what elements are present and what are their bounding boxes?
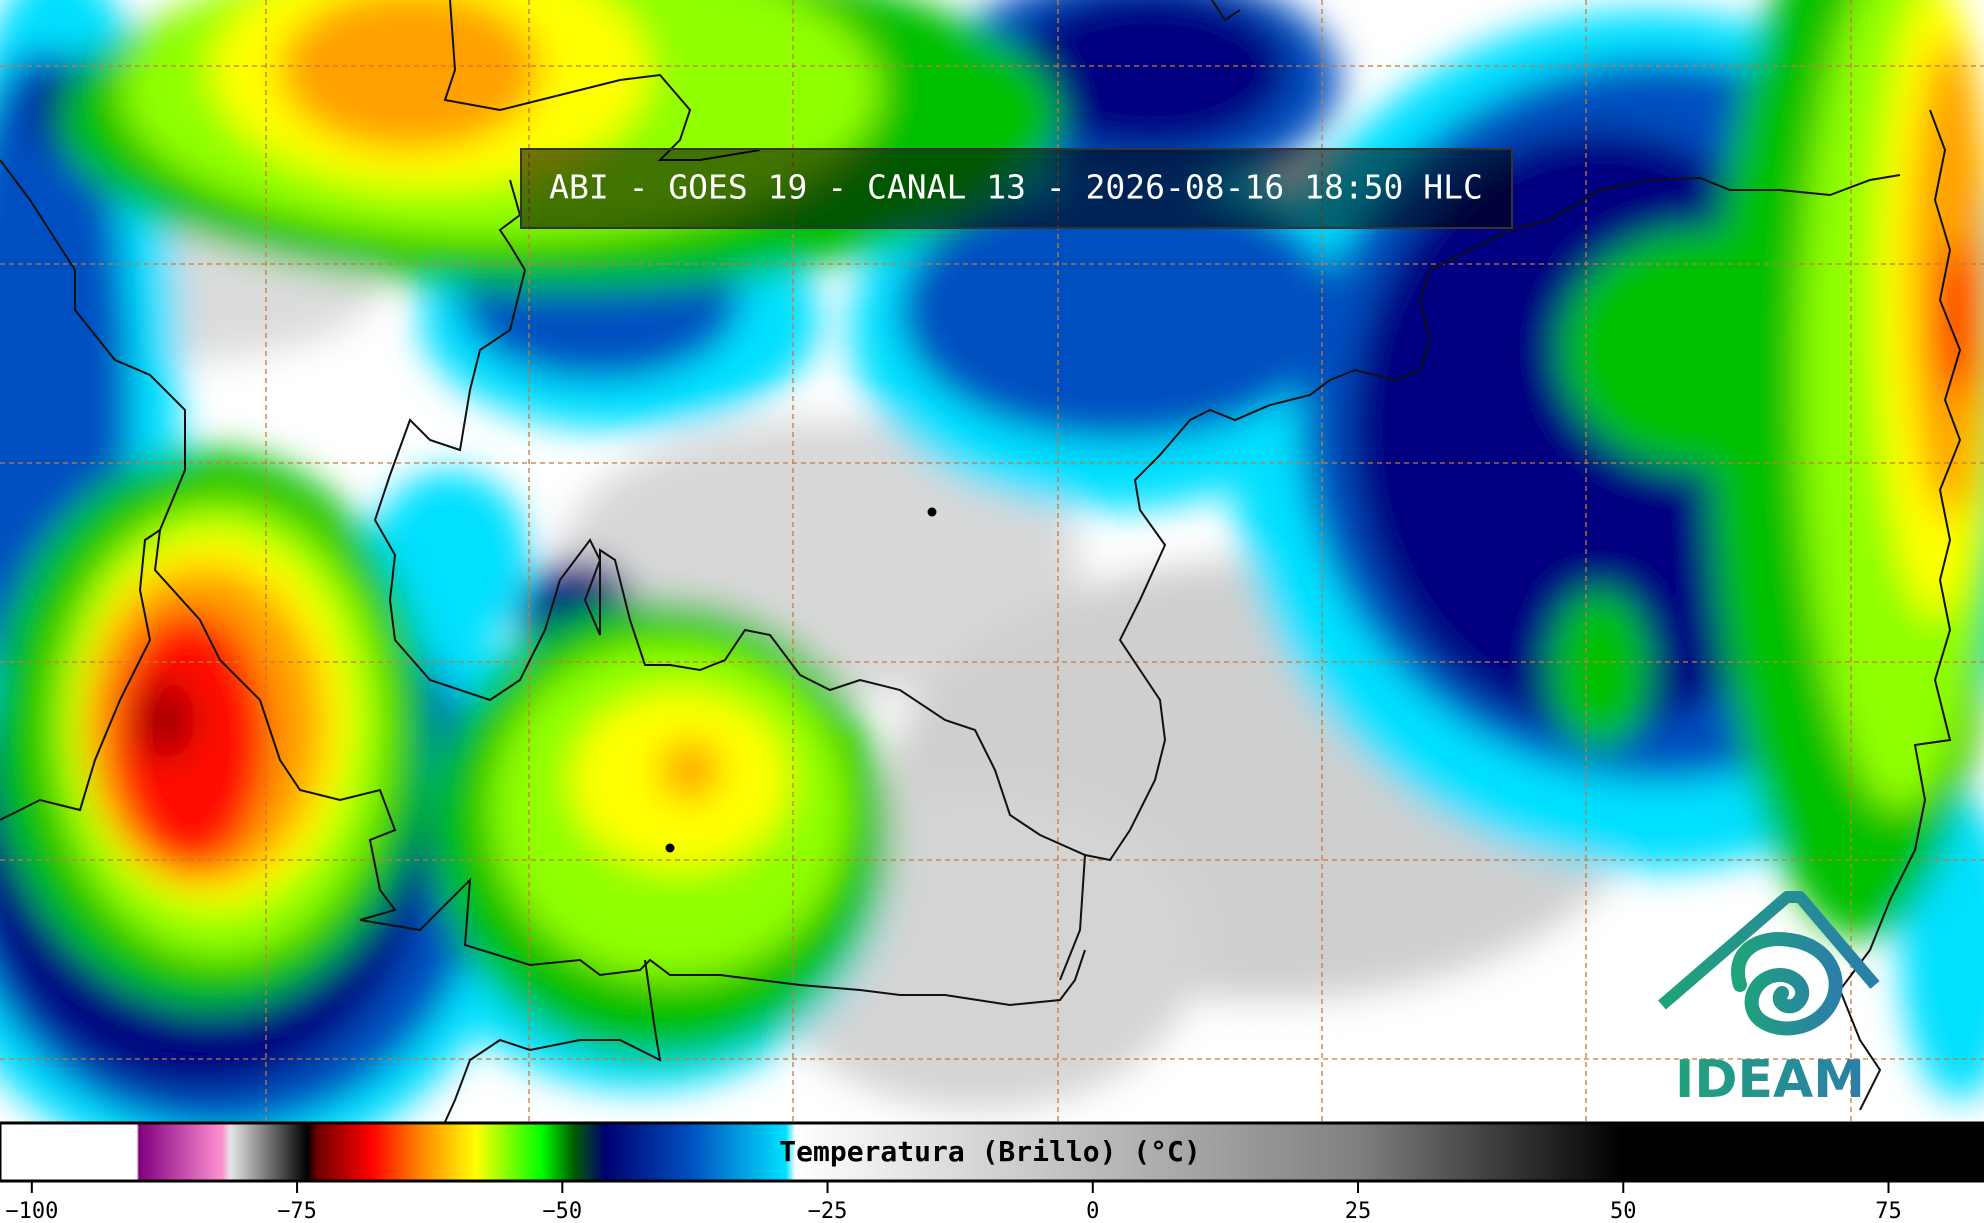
city-marker: [927, 507, 937, 517]
grid-lines: [0, 0, 1984, 1122]
colorbar-tick-label: 50: [1610, 1199, 1637, 1223]
logo-swirl: [1731, 932, 1843, 1036]
colorbar-tick-label: 75: [1875, 1199, 1902, 1223]
cloud-blob: [280, 0, 540, 150]
title: ABI - GOES 19 - CANAL 13 - 2026-08-16 18…: [549, 168, 1483, 207]
cloud-field: [0, 0, 1984, 1122]
border: [0, 159, 1086, 1007]
colorbar-tick-label: −100: [5, 1199, 58, 1223]
border: [373, 174, 1901, 862]
colorbar-tick-label: −50: [542, 1199, 582, 1223]
title-box: ABI - GOES 19 - CANAL 13 - 2026-08-16 18…: [520, 148, 1513, 229]
border: [498, 179, 526, 271]
borders: [0, 0, 1962, 1122]
cloud-blob: [660, 740, 720, 800]
cloud-blob: [1560, 230, 1840, 470]
logo-text: IDEAM: [1675, 1050, 1865, 1110]
logo: IDEAM: [1658, 891, 1880, 1110]
city-marker: [665, 843, 675, 853]
colorbar-tick-label: −75: [277, 1199, 317, 1223]
colorbar-label: Temperatura (Brillo) (°C): [779, 1135, 1200, 1168]
border: [1211, 0, 1241, 22]
cloud-blob: [1010, 0, 1290, 150]
colorbar-gradient: [0, 1121, 1984, 1183]
satellite-map: [0, 0, 1984, 1122]
colorbar-tick-label: 25: [1345, 1199, 1372, 1223]
border: [0, 529, 161, 821]
border: [444, 959, 662, 1122]
cloud-blob: [370, 470, 530, 650]
title-background: [520, 148, 1513, 229]
logo-roof: [1658, 891, 1880, 1010]
cloud-blob: [900, 180, 1340, 440]
border: [1059, 854, 1086, 981]
colorbar-tick-label: −25: [808, 1199, 848, 1223]
colorbar: Temperatura (Brillo) (°C) −100 −75 −50 −25 0…: [0, 1121, 1984, 1223]
cloud-blob: [135, 680, 195, 760]
colorbar-tick-label: 0: [1086, 1199, 1099, 1223]
cloud-blob: [1550, 590, 1650, 750]
cloud-blob: [1940, 240, 1980, 400]
